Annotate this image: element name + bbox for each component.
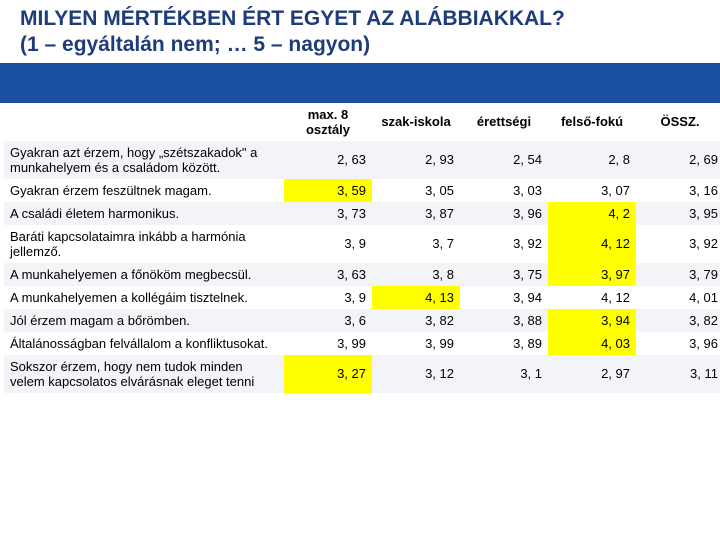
row-label: Gyakran azt érzem, hogy „szétszakadok" a… xyxy=(4,141,284,179)
header-col-2: szak-iskola xyxy=(372,103,460,141)
title-line-1: MILYEN MÉRTÉKBEN ÉRT EGYET AZ ALÁBBIAKKA… xyxy=(20,7,565,30)
row-value: 3, 94 xyxy=(548,309,636,332)
table-header-row: max. 8 osztály szak-iskola érettségi fel… xyxy=(4,103,720,141)
row-value: 3, 87 xyxy=(372,202,460,225)
row-value: 3, 96 xyxy=(460,202,548,225)
blue-bar xyxy=(0,63,720,103)
row-value: 3, 63 xyxy=(284,263,372,286)
row-value: 3, 92 xyxy=(636,225,720,263)
table-row: Jól érzem magam a bőrömben.3, 63, 823, 8… xyxy=(4,309,720,332)
row-value: 2, 97 xyxy=(548,355,636,393)
row-value: 3, 7 xyxy=(372,225,460,263)
row-value: 3, 11 xyxy=(636,355,720,393)
data-table-wrap: max. 8 osztály szak-iskola érettségi fel… xyxy=(0,103,720,393)
row-value: 3, 99 xyxy=(372,332,460,355)
row-value: 3, 1 xyxy=(460,355,548,393)
row-value: 3, 88 xyxy=(460,309,548,332)
table-row: Gyakran érzem feszültnek magam.3, 593, 0… xyxy=(4,179,720,202)
row-value: 3, 73 xyxy=(284,202,372,225)
header-col-5: ÖSSZ. xyxy=(636,103,720,141)
row-value: 3, 79 xyxy=(636,263,720,286)
row-label: A munkahelyemen a kollégáim tisztelnek. xyxy=(4,286,284,309)
row-value: 3, 95 xyxy=(636,202,720,225)
row-label: Gyakran érzem feszültnek magam. xyxy=(4,179,284,202)
slide-title: MILYEN MÉRTÉKBEN ÉRT EGYET AZ ALÁBBIAKKA… xyxy=(0,0,720,63)
row-value: 3, 82 xyxy=(372,309,460,332)
row-value: 3, 07 xyxy=(548,179,636,202)
title-line-2: (1 – egyáltalán nem; … 5 – nagyon) xyxy=(20,33,370,56)
row-value: 4, 03 xyxy=(548,332,636,355)
row-value: 3, 59 xyxy=(284,179,372,202)
table-row: A munkahelyemen a kollégáim tisztelnek.3… xyxy=(4,286,720,309)
row-value: 3, 16 xyxy=(636,179,720,202)
row-value: 3, 96 xyxy=(636,332,720,355)
row-value: 2, 8 xyxy=(548,141,636,179)
row-value: 2, 69 xyxy=(636,141,720,179)
row-value: 4, 12 xyxy=(548,286,636,309)
header-col-4: felső-fokú xyxy=(548,103,636,141)
row-value: 2, 93 xyxy=(372,141,460,179)
table-row: Általánosságban felvállalom a konfliktus… xyxy=(4,332,720,355)
data-table: max. 8 osztály szak-iskola érettségi fel… xyxy=(4,103,720,393)
row-label: A munkahelyemen a főnököm megbecsül. xyxy=(4,263,284,286)
table-row: A családi életem harmonikus.3, 733, 873,… xyxy=(4,202,720,225)
row-value: 3, 82 xyxy=(636,309,720,332)
header-col-1: max. 8 osztály xyxy=(284,103,372,141)
table-row: Gyakran azt érzem, hogy „szétszakadok" a… xyxy=(4,141,720,179)
row-value: 3, 99 xyxy=(284,332,372,355)
row-label: Jól érzem magam a bőrömben. xyxy=(4,309,284,332)
row-label: Sokszor érzem, hogy nem tudok minden vel… xyxy=(4,355,284,393)
row-value: 4, 12 xyxy=(548,225,636,263)
header-col-3: érettségi xyxy=(460,103,548,141)
row-value: 3, 6 xyxy=(284,309,372,332)
row-value: 2, 54 xyxy=(460,141,548,179)
table-row: Sokszor érzem, hogy nem tudok minden vel… xyxy=(4,355,720,393)
row-label: Baráti kapcsolataimra inkább a harmónia … xyxy=(4,225,284,263)
row-value: 3, 12 xyxy=(372,355,460,393)
header-empty xyxy=(4,103,284,141)
row-value: 4, 2 xyxy=(548,202,636,225)
table-row: A munkahelyemen a főnököm megbecsül.3, 6… xyxy=(4,263,720,286)
row-value: 3, 9 xyxy=(284,286,372,309)
row-value: 3, 27 xyxy=(284,355,372,393)
row-value: 3, 8 xyxy=(372,263,460,286)
table-row: Baráti kapcsolataimra inkább a harmónia … xyxy=(4,225,720,263)
row-value: 4, 13 xyxy=(372,286,460,309)
row-value: 2, 63 xyxy=(284,141,372,179)
table-body: Gyakran azt érzem, hogy „szétszakadok" a… xyxy=(4,141,720,393)
row-label: Általánosságban felvállalom a konfliktus… xyxy=(4,332,284,355)
row-value: 3, 05 xyxy=(372,179,460,202)
row-value: 3, 89 xyxy=(460,332,548,355)
row-value: 4, 01 xyxy=(636,286,720,309)
row-value: 3, 03 xyxy=(460,179,548,202)
row-value: 3, 94 xyxy=(460,286,548,309)
row-label: A családi életem harmonikus. xyxy=(4,202,284,225)
row-value: 3, 75 xyxy=(460,263,548,286)
row-value: 3, 9 xyxy=(284,225,372,263)
row-value: 3, 92 xyxy=(460,225,548,263)
row-value: 3, 97 xyxy=(548,263,636,286)
